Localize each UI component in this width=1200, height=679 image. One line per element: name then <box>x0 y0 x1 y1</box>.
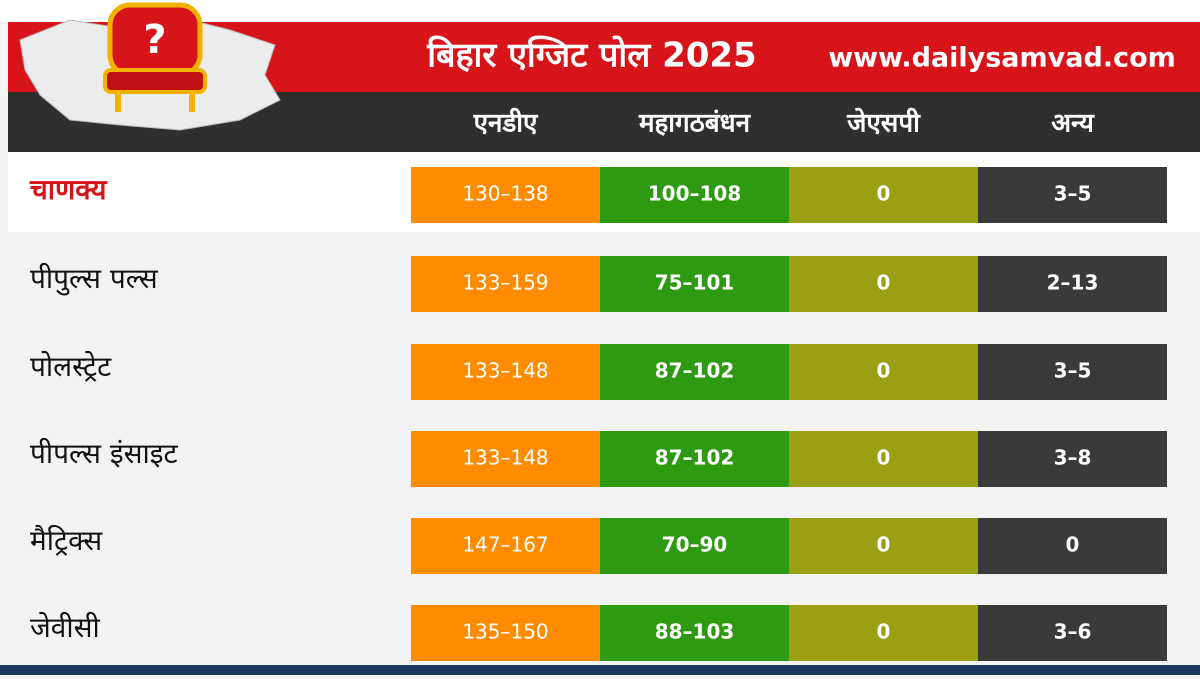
top-margin <box>0 0 1200 22</box>
cell-value: 133–148 <box>462 446 548 470</box>
row-label: पीपल्स इंसाइट <box>30 437 179 470</box>
cell-bg <box>789 256 978 312</box>
cell-value: 87–102 <box>655 446 735 470</box>
cell-bg <box>978 431 1167 487</box>
cell-bg <box>411 256 600 312</box>
cell-value: 135–150 <box>462 620 548 644</box>
website: www.dailysamvad.com <box>828 43 1176 74</box>
cell-bg <box>600 518 789 574</box>
cell-bg <box>978 256 1167 312</box>
cell-value: 0 <box>1066 533 1080 557</box>
row-label: मैट्रिक्स <box>30 524 103 557</box>
cell-bg <box>411 431 600 487</box>
cell-bg <box>411 605 600 661</box>
cell-bg <box>789 344 978 400</box>
cell-bg <box>978 518 1167 574</box>
cell-bg <box>600 431 789 487</box>
cell-value: 3–8 <box>1054 446 1092 470</box>
cell-value: 3–5 <box>1054 182 1092 206</box>
cell-bg <box>789 431 978 487</box>
cell-value: 70–90 <box>662 533 728 557</box>
cell-value: 100–108 <box>648 182 742 206</box>
cell-value: 0 <box>877 359 891 383</box>
cell-bg <box>978 344 1167 400</box>
column-header: महागठबंधन <box>638 109 752 139</box>
title: बिहार एग्जिट पोल 2025 <box>426 35 756 76</box>
cell-value: 0 <box>877 182 891 206</box>
row-label: चाणक्य <box>29 173 108 206</box>
cell-value: 75–101 <box>655 271 735 295</box>
row-label: पोलस्ट्रेट <box>30 350 112 383</box>
bottom-strip <box>0 665 1200 675</box>
cell-bg <box>978 167 1167 223</box>
cell-value: 0 <box>877 271 891 295</box>
chair-icon: ? <box>103 2 207 112</box>
cell-value: 88–103 <box>655 620 735 644</box>
row-label: जेवीसी <box>30 611 101 644</box>
cell-bg <box>600 256 789 312</box>
cell-value: 0 <box>877 533 891 557</box>
column-header: जेएसपी <box>846 108 921 139</box>
cell-bg <box>600 167 789 223</box>
column-header: एनडीए <box>473 108 539 139</box>
cell-bg <box>411 518 600 574</box>
cell-value: 0 <box>877 446 891 470</box>
cell-bg <box>789 518 978 574</box>
cell-value: 87–102 <box>655 359 735 383</box>
cell-bg <box>789 605 978 661</box>
column-header: अन्य <box>1051 109 1095 139</box>
cell-bg <box>600 344 789 400</box>
cell-value: 133–148 <box>462 359 548 383</box>
row-label: पीपुल्स पल्स <box>30 262 159 296</box>
cell-bg <box>978 605 1167 661</box>
cell-bg <box>600 605 789 661</box>
svg-text:?: ? <box>143 17 166 63</box>
cell-value: 3–5 <box>1054 359 1092 383</box>
cell-bg <box>411 344 600 400</box>
cell-value: 130–138 <box>462 182 548 206</box>
cell-value: 147–167 <box>462 533 548 557</box>
cell-value: 133–159 <box>462 271 548 295</box>
cell-bg <box>789 167 978 223</box>
cell-bg <box>411 167 600 223</box>
cell-value: 3–6 <box>1054 620 1092 644</box>
cell-value: 0 <box>877 620 891 644</box>
cell-value: 2–13 <box>1047 271 1099 295</box>
